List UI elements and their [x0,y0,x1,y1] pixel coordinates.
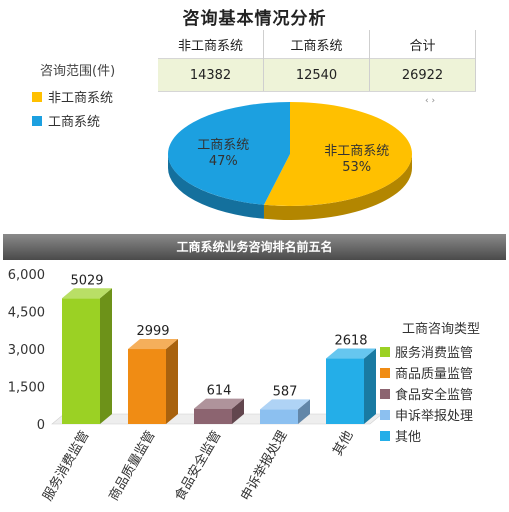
summary-row-label: 咨询范围(件) [40,64,116,79]
y-tick-label: 6,000 [8,268,45,283]
scroll-arrows-icon[interactable]: ‹ › [425,96,436,106]
bar-top [326,348,376,359]
pie-legend-item: 工商系统 [32,111,100,130]
bar-value-label: 2618 [334,334,367,349]
bar-legend-item: 商品质量监管 [380,362,480,383]
bar [128,339,178,424]
bar [260,399,310,424]
bar-value-label: 2999 [136,324,169,339]
bar-side [364,348,376,424]
legend-swatch [380,388,390,399]
bar-legend-item: 食品安全监管 [380,383,480,404]
y-tick-label: 4,500 [8,306,45,321]
pie-slice-label: 工商系统 [197,138,249,153]
legend-label: 申诉举报处理 [395,409,474,424]
bar-front [326,358,364,424]
summary-value-cell: 12540 [263,58,370,92]
legend-title: 工商咨询类型 [402,322,481,337]
summary-value-cell: 14382 [158,58,264,92]
bar-top [194,398,244,409]
pie-slice [167,102,290,205]
legend-swatch [32,91,42,102]
bar-legend-item: 服务消费监管 [380,341,480,362]
bar-legend: 工商咨询类型 服务消费监管 商品质量监管 食品安全监管 申诉举报处理 其他 [380,318,480,446]
bar [194,398,244,424]
pie-legend-item: 非工商系统 [32,87,113,106]
x-tick-label: 申诉举报处理 [238,429,290,504]
pie-slice-side [263,154,412,220]
bar-legend-item: 申诉举报处理 [380,404,480,425]
bar-chart-banner: 工商系统业务咨询排名前五名 [3,234,506,260]
y-tick-label: 3,000 [8,343,45,358]
summary-value-cell: 26922 [369,58,476,92]
bar-top [62,288,112,299]
x-tick-label: 服务消费监管 [40,428,93,504]
bar [326,348,376,424]
bar-side [100,288,112,424]
bar-side [166,339,178,424]
summary-header-cell: 工商系统 [263,30,370,59]
summary-value-row: 14382 12540 26922 [158,58,476,92]
chart-title: 咨询基本情况分析 [182,9,327,29]
legend-swatch [380,409,390,420]
bar-value-label: 614 [207,384,232,399]
legend-swatch [380,430,390,441]
pie-slice-label: 非工商系统 [324,144,389,159]
summary-header-row: 非工商系统 工商系统 合计 [158,30,476,59]
legend-label: 工商系统 [48,115,101,130]
bar-legend-item: 其他 [380,425,480,446]
legend-label: 非工商系统 [48,91,114,106]
bar-value-label: 5029 [70,273,103,288]
summary-table: 非工商系统 工商系统 合计 14382 12540 26922 [158,30,476,92]
bar-front [260,409,298,424]
summary-header-cell: 合计 [369,30,476,59]
legend-swatch [380,346,390,357]
y-tick-label: 1,500 [8,381,45,396]
summary-header-cell: 非工商系统 [158,30,264,59]
legend-label: 服务消费监管 [395,346,474,361]
bar-top [260,399,310,410]
bar-side [298,399,310,424]
bar-value-label: 587 [273,384,298,399]
bar-top [128,339,178,350]
x-tick-label: 食品安全监管 [172,428,225,504]
pie-slice [263,102,412,206]
bar-chart: 0 1,500 3,000 4,500 6,000 5029 服务消费监管 2999 商品质量监… [8,268,383,504]
y-tick-label: 0 [37,418,45,433]
bar-front [62,298,100,424]
pie-slice-percent: 53% [342,160,371,175]
legend-label: 食品安全监管 [395,388,474,403]
bar-front [194,408,232,424]
x-tick-label: 商品质量监管 [106,429,158,504]
legend-swatch [32,115,42,126]
bar-side [232,398,244,424]
legend-label: 其他 [395,430,422,445]
bar [62,288,112,424]
pie-slice-percent: 47% [209,154,238,169]
legend-swatch [380,367,390,378]
bar-front [128,349,166,424]
pie-slice-side [168,154,264,219]
legend-label: 商品质量监管 [395,367,474,382]
x-tick-label: 其他 [330,429,356,459]
